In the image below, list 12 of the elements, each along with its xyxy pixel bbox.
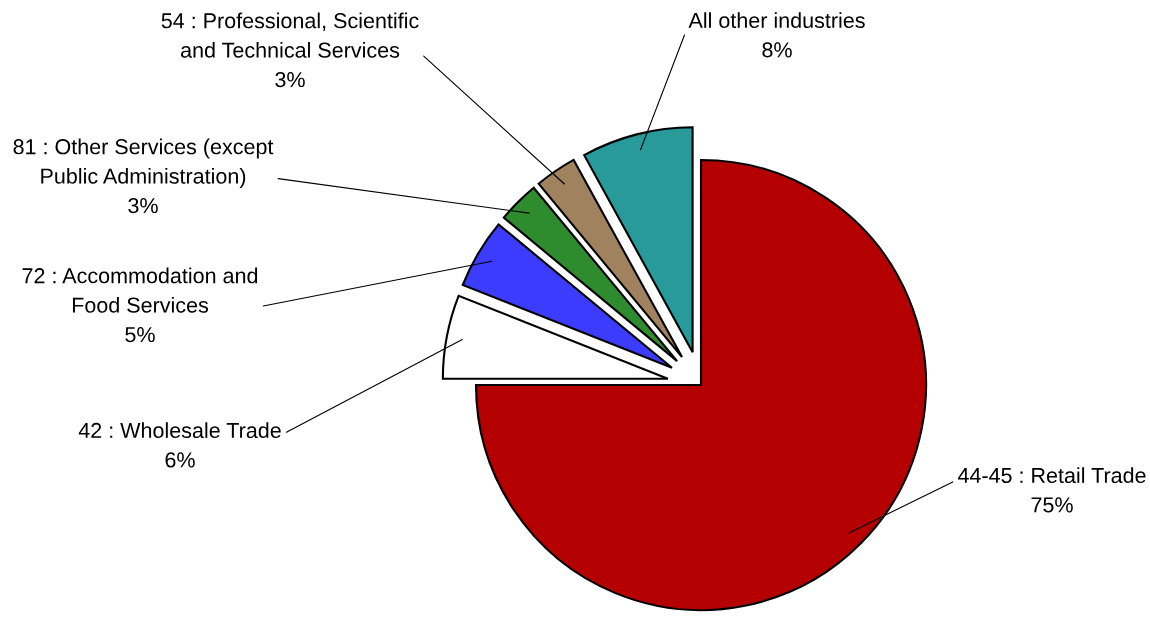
slice-label: 81 : Other Services (except Public Administration) — [13, 138, 274, 189]
slice-label: 54 : Professional, Scientific and Technical Services — [161, 12, 419, 58]
slice-label: 44-45 : Retail Trade — [957, 467, 1146, 484]
data-label: 8% — [762, 42, 792, 58]
slice-label: 72 : Accommodation and Food Services — [22, 267, 258, 313]
data-label: 5% — [125, 327, 155, 343]
data-label: 3% — [128, 197, 158, 214]
slice-label: 42 : Wholesale Trade — [78, 422, 281, 439]
data-label: 75% — [1031, 497, 1073, 513]
slice-label: All other industries — [688, 12, 865, 29]
data-label: 3% — [275, 71, 305, 88]
data-label: 6% — [165, 452, 195, 468]
